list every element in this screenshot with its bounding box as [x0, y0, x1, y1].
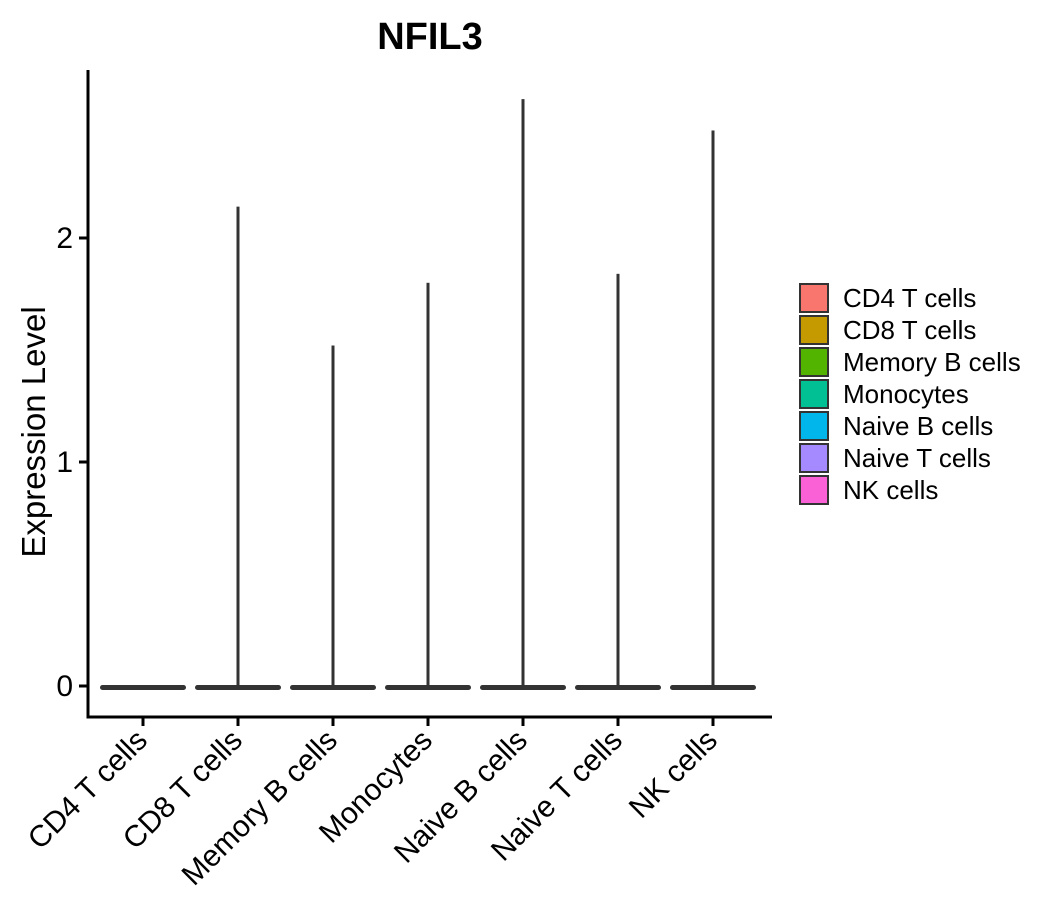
legend-label-5: Naive T cells	[843, 443, 991, 473]
violin-spike-5	[616, 273, 620, 687]
y-tick-label-1: 1	[56, 446, 73, 479]
legend-label-3: Monocytes	[843, 379, 969, 409]
legend-item-1: CD8 T cells	[799, 315, 1021, 345]
violin-base-4	[480, 685, 566, 690]
legend-label-1: CD8 T cells	[843, 315, 977, 345]
legend-swatch-6	[799, 475, 829, 505]
legend-swatch-5	[799, 443, 829, 473]
legend-swatch-3	[799, 379, 829, 409]
y-tick-label-0: 0	[56, 670, 73, 703]
violin-base-1	[195, 685, 281, 690]
legend-swatch-2	[799, 347, 829, 377]
violin-spike-4	[521, 99, 525, 688]
violin-spike-3	[426, 282, 430, 687]
violin-spike-6	[711, 130, 715, 688]
legend-label-0: CD4 T cells	[843, 283, 977, 313]
violin-base-3	[385, 685, 471, 690]
legend: CD4 T cells CD8 T cells Memory B cells Mono…	[799, 283, 1021, 507]
violin-spike-1	[236, 206, 240, 687]
legend-label-2: Memory B cells	[843, 347, 1021, 377]
x-tick-label-6: NK cells	[623, 724, 724, 825]
legend-swatch-1	[799, 315, 829, 345]
legend-item-6: NK cells	[799, 475, 1021, 505]
legend-item-2: Memory B cells	[799, 347, 1021, 377]
violin-spike-2	[331, 345, 335, 687]
chart-title: NFIL3	[377, 16, 483, 58]
legend-label-6: NK cells	[843, 475, 939, 505]
legend-swatch-0	[799, 283, 829, 313]
legend-item-3: Monocytes	[799, 379, 1021, 409]
legend-label-4: Naive B cells	[843, 411, 994, 441]
violin-base-0	[100, 685, 186, 690]
legend-item-5: Naive T cells	[799, 443, 1021, 473]
legend-item-4: Naive B cells	[799, 411, 1021, 441]
violin-base-2	[290, 685, 376, 690]
y-tick-label-2: 2	[56, 222, 73, 255]
legend-item-0: CD4 T cells	[799, 283, 1021, 313]
legend-swatch-4	[799, 411, 829, 441]
violin-base-5	[575, 685, 661, 690]
violin-base-6	[670, 685, 756, 690]
